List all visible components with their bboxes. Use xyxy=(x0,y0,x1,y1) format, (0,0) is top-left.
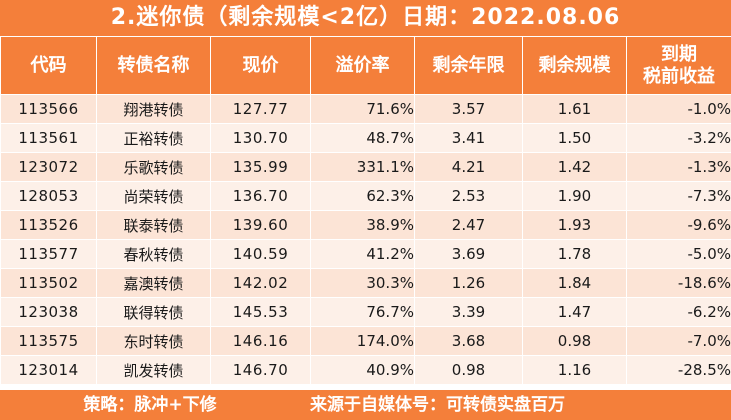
cell-premium: 40.9% xyxy=(310,355,415,385)
cell-premium: 30.3% xyxy=(310,268,415,298)
cell-years: 3.57 xyxy=(414,94,523,124)
cell-code: 113526 xyxy=(0,210,97,240)
header-row: 代码 转债名称 现价 溢价率 剩余年限 剩余规模 到期 税前收益 xyxy=(0,36,731,95)
cell-scale: 1.90 xyxy=(522,181,627,211)
cell-name: 嘉澳转债 xyxy=(96,268,211,298)
cell-code: 123014 xyxy=(0,355,97,385)
cell-premium: 62.3% xyxy=(310,181,415,211)
cell-years: 3.41 xyxy=(414,123,523,153)
cell-price: 140.59 xyxy=(210,239,311,269)
header-code[interactable]: 代码 xyxy=(0,36,97,95)
cell-premium: 76.7% xyxy=(310,297,415,327)
cell-years: 3.68 xyxy=(414,326,523,356)
cell-scale: 1.50 xyxy=(522,123,627,153)
table-row[interactable]: 113502 嘉澳转债 142.02 30.3% 1.26 1.84 -18.6% xyxy=(0,268,731,298)
cell-price: 145.53 xyxy=(210,297,311,327)
cell-premium: 38.9% xyxy=(310,210,415,240)
cell-code: 128053 xyxy=(0,181,97,211)
cell-code: 123072 xyxy=(0,152,97,182)
cell-code: 113561 xyxy=(0,123,97,153)
cell-name: 联泰转债 xyxy=(96,210,211,240)
header-yield[interactable]: 到期 税前收益 xyxy=(626,36,731,95)
cell-yield: -5.0% xyxy=(626,239,731,269)
cell-scale: 0.98 xyxy=(522,326,627,356)
bond-table: 代码 转债名称 现价 溢价率 剩余年限 剩余规模 到期 税前收益 113566 翔… xyxy=(0,36,731,385)
footer-strategy: 策略：脉冲+下修 xyxy=(83,395,217,415)
cell-scale: 1.47 xyxy=(522,297,627,327)
cell-years: 3.69 xyxy=(414,239,523,269)
cell-premium: 174.0% xyxy=(310,326,415,356)
table-row[interactable]: 128053 尚荣转债 136.70 62.3% 2.53 1.90 -7.3% xyxy=(0,181,731,211)
cell-name: 正裕转债 xyxy=(96,123,211,153)
table-row[interactable]: 123014 凯发转债 146.70 40.9% 0.98 1.16 -28.5% xyxy=(0,355,731,385)
cell-yield: -6.2% xyxy=(626,297,731,327)
table-row[interactable]: 123072 乐歌转债 135.99 331.1% 4.21 1.42 -1.3% xyxy=(0,152,731,182)
footer-source: 来源于自媒体号：可转债实盘百万 xyxy=(310,395,565,415)
cell-years: 3.39 xyxy=(414,297,523,327)
cell-price: 139.60 xyxy=(210,210,311,240)
table-row[interactable]: 113526 联泰转债 139.60 38.9% 2.47 1.93 -9.6% xyxy=(0,210,731,240)
cell-code: 113577 xyxy=(0,239,97,269)
cell-name: 尚荣转债 xyxy=(96,181,211,211)
cell-years: 2.53 xyxy=(414,181,523,211)
cell-premium: 71.6% xyxy=(310,94,415,124)
cell-name: 联得转债 xyxy=(96,297,211,327)
table-row[interactable]: 113561 正裕转债 130.70 48.7% 3.41 1.50 -3.2% xyxy=(0,123,731,153)
cell-code: 113566 xyxy=(0,94,97,124)
cell-price: 135.99 xyxy=(210,152,311,182)
cell-yield: -9.6% xyxy=(626,210,731,240)
cell-years: 4.21 xyxy=(414,152,523,182)
cell-price: 130.70 xyxy=(210,123,311,153)
cell-code: 113575 xyxy=(0,326,97,356)
table-row[interactable]: 113577 春秋转债 140.59 41.2% 3.69 1.78 -5.0% xyxy=(0,239,731,269)
cell-yield: -1.3% xyxy=(626,152,731,182)
header-name[interactable]: 转债名称 xyxy=(96,36,211,95)
cell-code: 123038 xyxy=(0,297,97,327)
cell-name: 凯发转债 xyxy=(96,355,211,385)
header-price[interactable]: 现价 xyxy=(210,36,311,95)
cell-name: 春秋转债 xyxy=(96,239,211,269)
cell-name: 乐歌转债 xyxy=(96,152,211,182)
cell-yield: -7.3% xyxy=(626,181,731,211)
cell-scale: 1.42 xyxy=(522,152,627,182)
cell-yield: -18.6% xyxy=(626,268,731,298)
header-years[interactable]: 剩余年限 xyxy=(414,36,523,95)
header-yield-line2: 税前收益 xyxy=(643,65,715,87)
cell-price: 146.70 xyxy=(210,355,311,385)
cell-yield: -3.2% xyxy=(626,123,731,153)
header-scale[interactable]: 剩余规模 xyxy=(522,36,627,95)
cell-yield: -28.5% xyxy=(626,355,731,385)
cell-years: 1.26 xyxy=(414,268,523,298)
table-row[interactable]: 113566 翔港转债 127.77 71.6% 3.57 1.61 -1.0% xyxy=(0,94,731,124)
cell-code: 113502 xyxy=(0,268,97,298)
table-title: 2.迷你债（剩余规模<2亿）日期：2022.08.06 xyxy=(0,0,731,36)
cell-price: 142.02 xyxy=(210,268,311,298)
cell-yield: -7.0% xyxy=(626,326,731,356)
cell-name: 翔港转债 xyxy=(96,94,211,124)
cell-scale: 1.16 xyxy=(522,355,627,385)
cell-price: 136.70 xyxy=(210,181,311,211)
table-row[interactable]: 113575 东时转债 146.16 174.0% 3.68 0.98 -7.0% xyxy=(0,326,731,356)
cell-yield: -1.0% xyxy=(626,94,731,124)
cell-premium: 41.2% xyxy=(310,239,415,269)
cell-name: 东时转债 xyxy=(96,326,211,356)
header-premium[interactable]: 溢价率 xyxy=(310,36,415,95)
cell-scale: 1.61 xyxy=(522,94,627,124)
cell-scale: 1.78 xyxy=(522,239,627,269)
cell-years: 0.98 xyxy=(414,355,523,385)
cell-premium: 48.7% xyxy=(310,123,415,153)
footer-bar: 策略：脉冲+下修 来源于自媒体号：可转债实盘百万 xyxy=(0,390,731,420)
cell-premium: 331.1% xyxy=(310,152,415,182)
cell-price: 146.16 xyxy=(210,326,311,356)
cell-scale: 1.93 xyxy=(522,210,627,240)
cell-scale: 1.84 xyxy=(522,268,627,298)
cell-years: 2.47 xyxy=(414,210,523,240)
header-yield-line1: 到期 xyxy=(661,43,697,65)
cell-price: 127.77 xyxy=(210,94,311,124)
table-row[interactable]: 123038 联得转债 145.53 76.7% 3.39 1.47 -6.2% xyxy=(0,297,731,327)
